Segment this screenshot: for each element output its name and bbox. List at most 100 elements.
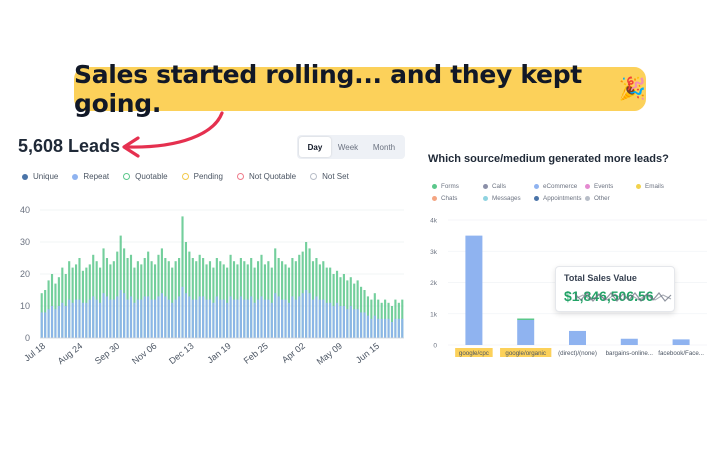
quotable-bar[interactable] xyxy=(253,267,256,338)
repeat-bar[interactable] xyxy=(116,296,119,338)
repeat-bar[interactable] xyxy=(294,299,297,338)
repeat-bar[interactable] xyxy=(360,312,363,338)
repeat-bar[interactable] xyxy=(215,296,218,338)
repeat-bar[interactable] xyxy=(202,296,205,338)
repeat-bar[interactable] xyxy=(329,302,332,338)
quotable-bar[interactable] xyxy=(85,267,88,338)
repeat-bar[interactable] xyxy=(291,296,294,338)
source-legend-item[interactable]: Events xyxy=(585,183,636,190)
repeat-bar[interactable] xyxy=(64,306,67,338)
legend-item-quotable[interactable]: Quotable xyxy=(123,172,168,181)
repeat-bar[interactable] xyxy=(112,299,115,338)
repeat-bar[interactable] xyxy=(380,318,383,338)
quotable-bar[interactable] xyxy=(329,267,332,338)
repeat-bar[interactable] xyxy=(78,299,81,338)
repeat-bar[interactable] xyxy=(250,296,253,338)
repeat-bar[interactable] xyxy=(322,299,325,338)
quotable-bar[interactable] xyxy=(184,242,188,338)
repeat-bar[interactable] xyxy=(188,296,191,338)
quotable-bar[interactable] xyxy=(61,267,64,338)
repeat-bar[interactable] xyxy=(105,296,109,338)
repeat-bar[interactable] xyxy=(61,302,64,338)
repeat-bar[interactable] xyxy=(277,296,280,338)
repeat-bar[interactable] xyxy=(85,302,88,338)
source-legend-item[interactable]: Chats xyxy=(432,195,483,202)
quotable-bar[interactable] xyxy=(129,254,133,338)
repeat-bar[interactable] xyxy=(40,312,43,338)
repeat-bar[interactable] xyxy=(191,299,194,338)
repeat-bar[interactable] xyxy=(44,312,47,338)
repeat-bar[interactable] xyxy=(342,306,345,338)
repeat-bar[interactable] xyxy=(384,318,387,338)
quotable-bar[interactable] xyxy=(171,267,174,338)
repeat-bar[interactable] xyxy=(243,299,246,338)
repeat-bar[interactable] xyxy=(325,302,328,338)
quotable-bar[interactable] xyxy=(370,299,373,338)
repeat-bar[interactable] xyxy=(143,296,146,338)
quotable-bar[interactable] xyxy=(116,251,119,338)
repeat-bar[interactable] xyxy=(140,299,143,338)
repeat-bar[interactable] xyxy=(229,296,232,338)
repeat-bar[interactable] xyxy=(47,309,50,338)
repeat-bar[interactable] xyxy=(332,306,335,338)
repeat-bar[interactable] xyxy=(160,293,163,338)
source-legend-item[interactable]: Messages xyxy=(483,195,534,202)
repeat-bar[interactable] xyxy=(287,302,291,338)
repeat-bar[interactable] xyxy=(57,306,60,338)
repeat-bar[interactable] xyxy=(236,299,239,338)
repeat-bar[interactable] xyxy=(349,306,352,338)
repeat-bar[interactable] xyxy=(353,309,356,338)
repeat-bar[interactable] xyxy=(222,299,225,338)
repeat-bar[interactable] xyxy=(370,318,373,338)
quotable-bar[interactable] xyxy=(71,267,74,338)
repeat-bar[interactable] xyxy=(253,302,256,338)
quotable-bar[interactable] xyxy=(226,267,229,338)
repeat-bar[interactable] xyxy=(232,299,236,338)
repeat-bar[interactable] xyxy=(390,322,394,338)
forms-bar-segment[interactable] xyxy=(517,318,535,321)
repeat-bar[interactable] xyxy=(178,296,181,338)
repeat-bar[interactable] xyxy=(133,302,136,338)
quotable-bar[interactable] xyxy=(298,254,301,338)
repeat-bar[interactable] xyxy=(281,299,284,338)
repeat-bar[interactable] xyxy=(147,296,150,338)
repeat-bar[interactable] xyxy=(270,302,273,338)
repeat-bar[interactable] xyxy=(373,315,376,338)
repeat-bar[interactable] xyxy=(102,293,105,338)
quotable-bar[interactable] xyxy=(287,267,291,338)
quotable-bar[interactable] xyxy=(133,267,136,338)
repeat-bar[interactable] xyxy=(167,299,170,338)
quotable-bar[interactable] xyxy=(126,258,129,338)
repeat-bar[interactable] xyxy=(256,299,260,338)
repeat-bar[interactable] xyxy=(81,302,84,338)
repeat-bar[interactable] xyxy=(68,299,71,338)
repeat-bar[interactable] xyxy=(219,299,222,338)
repeat-bar[interactable] xyxy=(260,296,263,338)
repeat-bar[interactable] xyxy=(95,299,98,338)
repeat-bar[interactable] xyxy=(153,299,157,338)
repeat-bar[interactable] xyxy=(311,299,315,338)
source-bar[interactable] xyxy=(569,330,586,345)
quotable-bar[interactable] xyxy=(377,299,380,338)
quotable-bar[interactable] xyxy=(119,235,122,338)
quotable-bar[interactable] xyxy=(212,267,215,338)
quotable-bar[interactable] xyxy=(325,267,328,338)
repeat-bar[interactable] xyxy=(184,293,188,338)
repeat-bar[interactable] xyxy=(129,296,133,338)
quotable-bar[interactable] xyxy=(188,251,191,338)
repeat-bar[interactable] xyxy=(263,299,266,338)
repeat-bar[interactable] xyxy=(50,306,54,338)
quotable-bar[interactable] xyxy=(147,251,150,338)
repeat-bar[interactable] xyxy=(198,296,201,338)
quotable-bar[interactable] xyxy=(394,299,397,338)
source-bar[interactable] xyxy=(672,339,690,345)
source-legend-item[interactable]: Forms xyxy=(432,183,483,190)
repeat-bar[interactable] xyxy=(318,299,321,338)
quotable-bar[interactable] xyxy=(260,254,263,338)
source-bar[interactable] xyxy=(465,235,483,345)
quotable-bar[interactable] xyxy=(99,267,102,338)
source-bar[interactable] xyxy=(620,338,638,345)
quotable-bar[interactable] xyxy=(92,254,95,338)
quotable-bar[interactable] xyxy=(384,299,387,338)
repeat-bar[interactable] xyxy=(246,299,249,338)
